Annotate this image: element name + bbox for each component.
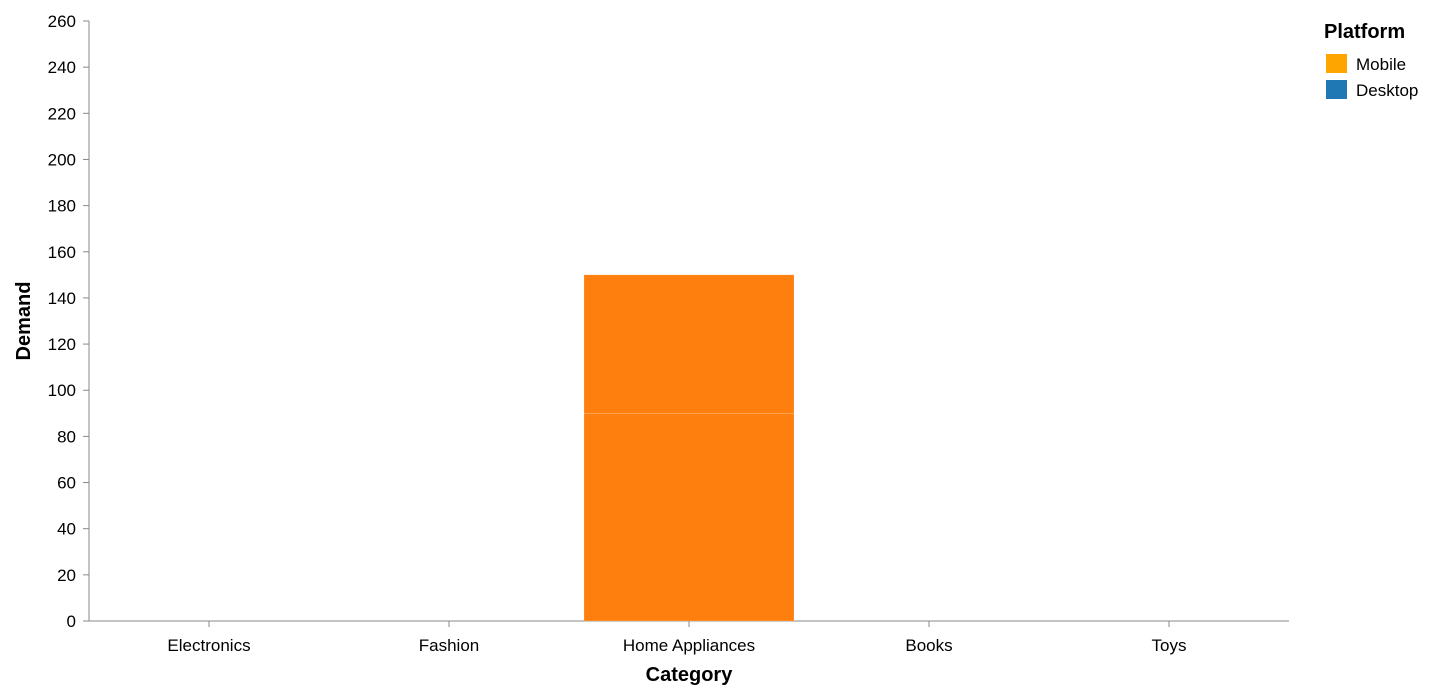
- y-tick-label: 160: [48, 243, 76, 262]
- bar-home-appliances-desktop: [583, 274, 795, 414]
- legend-label-mobile: Mobile: [1356, 55, 1406, 74]
- legend-title: Platform: [1324, 21, 1405, 43]
- legend: Platform Mobile Desktop: [1324, 21, 1418, 100]
- y-axis-title: Demand: [13, 282, 35, 361]
- x-tick-label: Toys: [1152, 636, 1187, 655]
- bars: [583, 274, 795, 622]
- y-tick-label: 0: [67, 612, 76, 631]
- y-tick-label: 120: [48, 335, 76, 354]
- y-tick-label: 140: [48, 289, 76, 308]
- x-tick-label: Home Appliances: [623, 636, 755, 655]
- y-tick-label: 220: [48, 104, 76, 123]
- legend-swatch-desktop: [1326, 80, 1347, 99]
- y-axis: 0 20 40 60 80 100 120 140 160 180 200 220 240 260: [48, 12, 90, 631]
- y-tick-label: 180: [48, 197, 76, 216]
- y-tick-label: 80: [57, 427, 76, 446]
- x-axis-title: Category: [646, 664, 734, 686]
- x-tick-label: Fashion: [419, 636, 479, 655]
- y-tick-label: 60: [57, 474, 76, 493]
- bar-home-appliances-mobile: [583, 413, 795, 622]
- y-tick-label: 260: [48, 12, 76, 31]
- y-tick-label: 40: [57, 520, 76, 539]
- legend-swatch-mobile: [1326, 54, 1347, 73]
- y-tick-label: 200: [48, 150, 76, 169]
- y-tick-label: 100: [48, 381, 76, 400]
- y-tick-label: 240: [48, 58, 76, 77]
- legend-label-desktop: Desktop: [1356, 81, 1418, 100]
- y-tick-label: 20: [57, 566, 76, 585]
- x-tick-label: Books: [905, 636, 952, 655]
- x-tick-label: Electronics: [167, 636, 250, 655]
- x-axis: Electronics Fashion Home Appliances Books To…: [89, 620, 1289, 655]
